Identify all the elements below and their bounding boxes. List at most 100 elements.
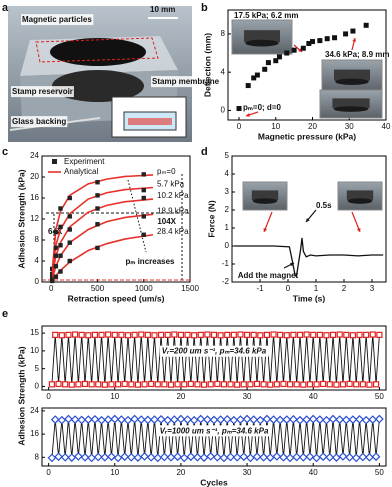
point: [197, 331, 204, 338]
point: [363, 22, 369, 28]
arrow-head: [263, 228, 268, 232]
point: [363, 331, 370, 338]
point: [113, 453, 123, 463]
point: [322, 415, 331, 425]
y-tick-label: 16: [30, 193, 39, 202]
point: [355, 414, 364, 424]
inset-photo-part: [251, 190, 279, 201]
series-label: pₘ=0: [157, 167, 176, 176]
annotation-bg: [157, 425, 271, 437]
point: [97, 415, 106, 425]
point: [138, 331, 145, 338]
plot-frame: [231, 155, 387, 283]
point: [54, 452, 63, 462]
y-tick-label: 16: [30, 429, 39, 438]
x-axis-label: Magnetic pressure (kPa): [258, 131, 356, 141]
point: [60, 452, 70, 462]
point: [376, 331, 383, 338]
point: [77, 415, 87, 425]
point: [141, 187, 146, 193]
point: [103, 415, 113, 424]
point: [133, 453, 143, 462]
x-axis-label: Time (s): [293, 293, 326, 303]
inset-photo-part: [332, 98, 370, 109]
point: [318, 452, 328, 462]
x-tick-label: 30: [345, 122, 354, 131]
point: [134, 381, 142, 388]
photo-label: 10 mm: [150, 5, 175, 14]
point: [88, 381, 95, 388]
point: [212, 452, 222, 462]
inset-photo-part: [347, 198, 373, 204]
point: [49, 278, 55, 284]
point: [144, 331, 151, 338]
x-tick-label: 2: [342, 284, 347, 293]
y-tick-label: 0: [35, 277, 40, 286]
point: [335, 415, 345, 424]
x-tick-label: 40: [309, 392, 318, 401]
point: [283, 332, 290, 339]
point: [67, 240, 72, 245]
point: [262, 414, 272, 424]
y-axis-label: Adhesion Strength (kPa): [16, 169, 26, 268]
point: [58, 269, 63, 274]
annotation: Vᵣ=1000 um s⁻¹, pₘ=34.6 kPa: [160, 426, 269, 435]
y-tick-label: 20: [30, 172, 39, 181]
point: [243, 331, 251, 338]
point: [75, 381, 82, 388]
cycle-line: [51, 418, 380, 458]
point: [242, 414, 252, 424]
label-bg: [11, 116, 68, 128]
point: [203, 415, 212, 424]
point: [124, 332, 132, 339]
x-tick-label: 20: [176, 392, 185, 401]
point: [265, 453, 275, 462]
point: [143, 415, 153, 425]
point: [343, 31, 349, 37]
point: [365, 452, 374, 462]
y-tick-label: 2: [225, 205, 230, 214]
point: [58, 243, 63, 248]
point: [93, 452, 103, 462]
point: [53, 229, 59, 235]
point: [57, 415, 67, 425]
point: [338, 452, 348, 461]
point: [302, 415, 311, 424]
point: [284, 50, 290, 56]
point: [141, 381, 148, 388]
point: [130, 414, 139, 424]
point: [85, 332, 92, 339]
point: [67, 453, 77, 462]
point: [289, 414, 298, 424]
point: [199, 453, 209, 462]
point: [245, 83, 251, 89]
legend-marker: [52, 159, 57, 164]
point: [351, 453, 361, 463]
point: [220, 381, 228, 388]
cycle-line: [51, 334, 380, 385]
point: [306, 40, 312, 46]
annotation: 17.5 kPa; 6.2 mm: [234, 11, 298, 20]
point: [173, 452, 182, 462]
point: [313, 381, 320, 388]
point: [166, 452, 176, 462]
point: [153, 453, 163, 463]
point: [255, 415, 265, 425]
point: [275, 415, 285, 425]
point: [123, 415, 133, 425]
y-tick-label: 24: [30, 151, 39, 160]
y-axis-label: Force (N): [206, 200, 216, 237]
x-tick-label: 20: [176, 468, 185, 477]
point: [121, 380, 128, 388]
arrow: [263, 211, 273, 233]
point: [270, 331, 277, 338]
x-tick-label: 0: [237, 122, 242, 131]
arrow-head: [356, 228, 361, 232]
point: [259, 452, 268, 462]
point: [70, 415, 80, 424]
point: [196, 414, 206, 424]
panel-label: c: [2, 146, 8, 158]
photo-label: Magnetic particles: [22, 15, 92, 24]
panel-label: b: [201, 2, 208, 14]
series-label: 18.9 kPa: [157, 206, 189, 215]
